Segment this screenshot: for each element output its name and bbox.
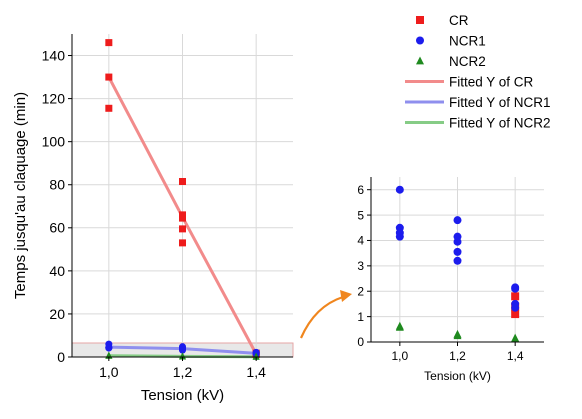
y-tick-label: 5: [357, 208, 364, 222]
point-cr: [105, 73, 113, 81]
legend-label: NCR1: [449, 34, 486, 49]
y-tick-label: 100: [42, 134, 66, 150]
point-ncr1: [395, 232, 404, 241]
point-ncr1: [511, 284, 520, 293]
point-ncr1: [453, 237, 462, 246]
x-tick-label: 1,0: [391, 349, 408, 363]
point-cr: [105, 39, 113, 47]
point-cr: [179, 178, 186, 186]
point-ncr2: [511, 334, 520, 343]
legend-label: Fitted Y of CR: [449, 75, 534, 90]
point-ncr1: [105, 344, 113, 352]
point-ncr1: [453, 256, 462, 265]
y-tick-label: 80: [49, 177, 65, 193]
x-tick-label: 1,4: [246, 364, 266, 380]
y-tick-label: 20: [49, 306, 65, 322]
point-ncr2: [395, 322, 404, 331]
point-ncr2: [453, 331, 462, 340]
point-ncr1: [453, 216, 462, 225]
point-ncr2: [252, 352, 260, 360]
y-axis-label: Temps jusqu'au claquage (min): [12, 92, 29, 299]
point-ncr1: [453, 247, 462, 256]
legend-ncr1-marker: [416, 36, 424, 45]
y-tick-label: 1: [357, 310, 364, 324]
y-tick-label: 2: [357, 284, 364, 298]
y-tick-label: 40: [49, 263, 65, 279]
main-chart: 1,0 1,2 1,4 0 20 40 60 80 100 120 140 Tension (kV) T…: [12, 34, 294, 404]
legend-cr-marker: [416, 16, 424, 24]
point-ncr1: [395, 185, 404, 194]
legend-label: Fitted Y of NCR2: [449, 116, 551, 131]
y-tick-label: 0: [57, 349, 65, 365]
y-tick-label: 3: [357, 259, 364, 273]
x-tick-label: 1,4: [507, 349, 524, 363]
point-cr: [105, 104, 113, 112]
point-ncr1: [179, 346, 186, 354]
y-tick-label: 6: [357, 183, 364, 197]
x-tick-label: 1,2: [449, 349, 466, 363]
point-cr: [511, 310, 520, 319]
point-cr: [179, 239, 186, 247]
y-tick-label: 4: [357, 234, 364, 248]
legend-label: Fitted Y of NCR1: [449, 95, 551, 110]
x-tick-label: 1,0: [99, 364, 119, 380]
arrow-shaft: [299, 295, 344, 339]
point-ncr1: [511, 303, 520, 312]
x-axis-label: Tension (kV): [424, 369, 491, 383]
y-tick-label: 140: [42, 47, 66, 63]
x-tick-label: 1,2: [173, 364, 193, 380]
point-cr: [179, 214, 186, 222]
y-tick-label: 0: [357, 335, 364, 349]
arrow-head: [340, 290, 352, 302]
point-cr: [179, 225, 186, 233]
point-ncr2: [179, 352, 186, 360]
legend-label: CR: [449, 13, 469, 28]
y-tick-label: 120: [42, 91, 66, 107]
inset-chart: 1,0 1,2 1,4 0 1 2 3 4 5 6 Tension (kV): [357, 177, 544, 383]
x-axis-label: Tension (kV): [141, 387, 224, 404]
point-cr: [511, 292, 520, 301]
legend: CR NCR1 NCR2 Fitted Y of CR Fitted Y of NCR1…: [405, 13, 551, 131]
legend-ncr2-marker: [416, 56, 424, 65]
zoom-arrow: [299, 290, 352, 339]
legend-label: NCR2: [449, 54, 486, 69]
y-tick-label: 60: [49, 220, 65, 236]
